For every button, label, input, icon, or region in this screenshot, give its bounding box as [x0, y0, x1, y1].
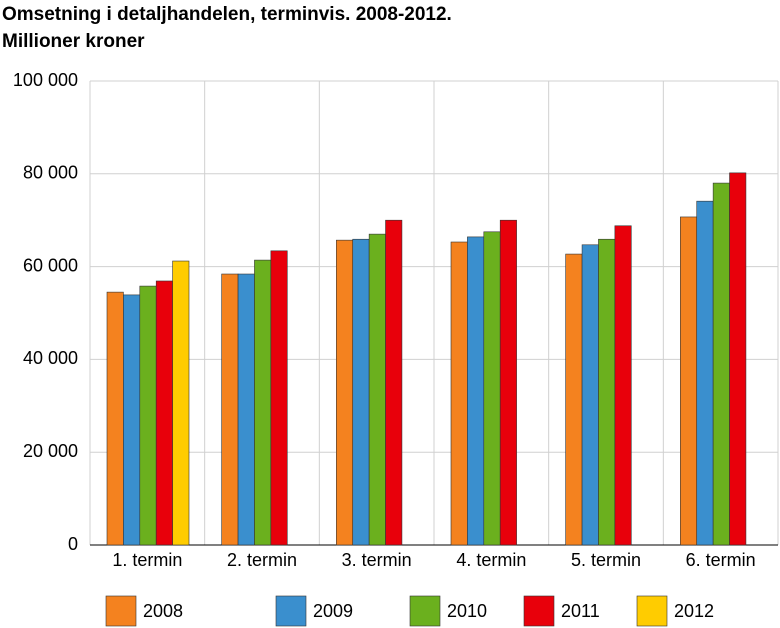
bar: [467, 236, 485, 546]
x-tick-label: 3. termin: [342, 550, 412, 570]
bar: [221, 273, 239, 546]
x-tick-label: 2. termin: [227, 550, 297, 570]
x-tick-label: 5. termin: [571, 550, 641, 570]
bar: [270, 250, 288, 546]
bar: [581, 244, 599, 546]
legend-label: 2010: [447, 601, 487, 621]
legend-label: 2012: [674, 601, 714, 621]
bar: [499, 219, 517, 546]
legend-label: 2011: [561, 601, 600, 621]
legend-swatch: [275, 595, 307, 627]
x-tick-label: 6. termin: [686, 550, 756, 570]
y-tick-label: 80 000: [23, 163, 78, 183]
bar: [614, 225, 632, 546]
bar: [172, 260, 190, 546]
bar: [712, 182, 730, 546]
bar: [696, 200, 714, 546]
bar: [237, 273, 255, 546]
y-tick-label: 20 000: [23, 441, 78, 461]
legend-swatch: [636, 595, 668, 627]
bar: [106, 291, 124, 546]
y-tick-label: 60 000: [23, 255, 78, 275]
legend-swatch: [105, 595, 137, 627]
bar: [483, 231, 501, 546]
bar: [155, 280, 173, 546]
legend-label: 2008: [143, 601, 183, 621]
y-tick-label: 40 000: [23, 348, 78, 368]
bar: [139, 285, 157, 546]
bar: [450, 241, 468, 546]
chart-title: Omsetning i detaljhandelen, terminvis. 2…: [2, 4, 452, 25]
bar: [385, 219, 403, 546]
legend-swatch: [523, 595, 555, 627]
legend-label: 2009: [313, 601, 353, 621]
y-tick-label: 0: [68, 534, 78, 554]
bar: [123, 294, 141, 546]
bar: [254, 259, 272, 546]
bar: [565, 253, 583, 546]
legend-swatch: [409, 595, 441, 627]
bar: [368, 233, 386, 546]
bar: [352, 238, 370, 546]
chart-subtitle: Millioner kroner: [2, 31, 145, 52]
bar: [729, 172, 747, 546]
y-tick-label: 100 000: [13, 70, 78, 90]
bar: [336, 239, 354, 546]
x-tick-label: 1. termin: [112, 550, 182, 570]
bar: [598, 238, 616, 546]
x-tick-label: 4. termin: [456, 550, 526, 570]
bar: [680, 216, 698, 546]
